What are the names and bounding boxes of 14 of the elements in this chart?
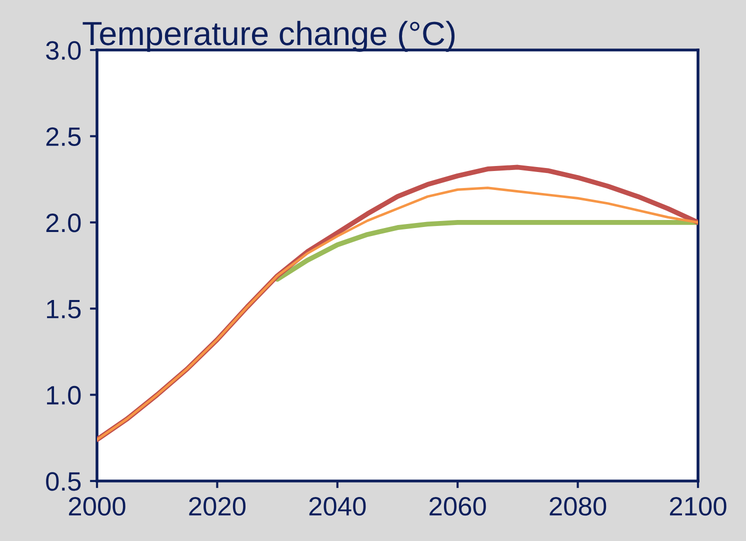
x-tick-label: 2040 (309, 496, 366, 516)
x-tick-label: 2060 (430, 496, 486, 516)
chart-title: Temperature change (°C) (82, 20, 455, 52)
x-tick-label: 2100 (670, 496, 726, 516)
x-tick-label: 2000 (68, 496, 126, 516)
y-tick-label: 3.0 (46, 41, 81, 60)
y-tick-label: 2.5 (46, 127, 81, 146)
line-series (274, 220, 698, 282)
y-tick-label: 1.0 (47, 386, 81, 405)
y-tick-label: 1.5 (47, 300, 81, 318)
x-tick-label: 2020 (189, 496, 246, 516)
x-tick-label: 2080 (550, 496, 606, 516)
y-tick-label: 0.5 (46, 472, 81, 491)
y-tick-label: 2.0 (46, 214, 81, 232)
